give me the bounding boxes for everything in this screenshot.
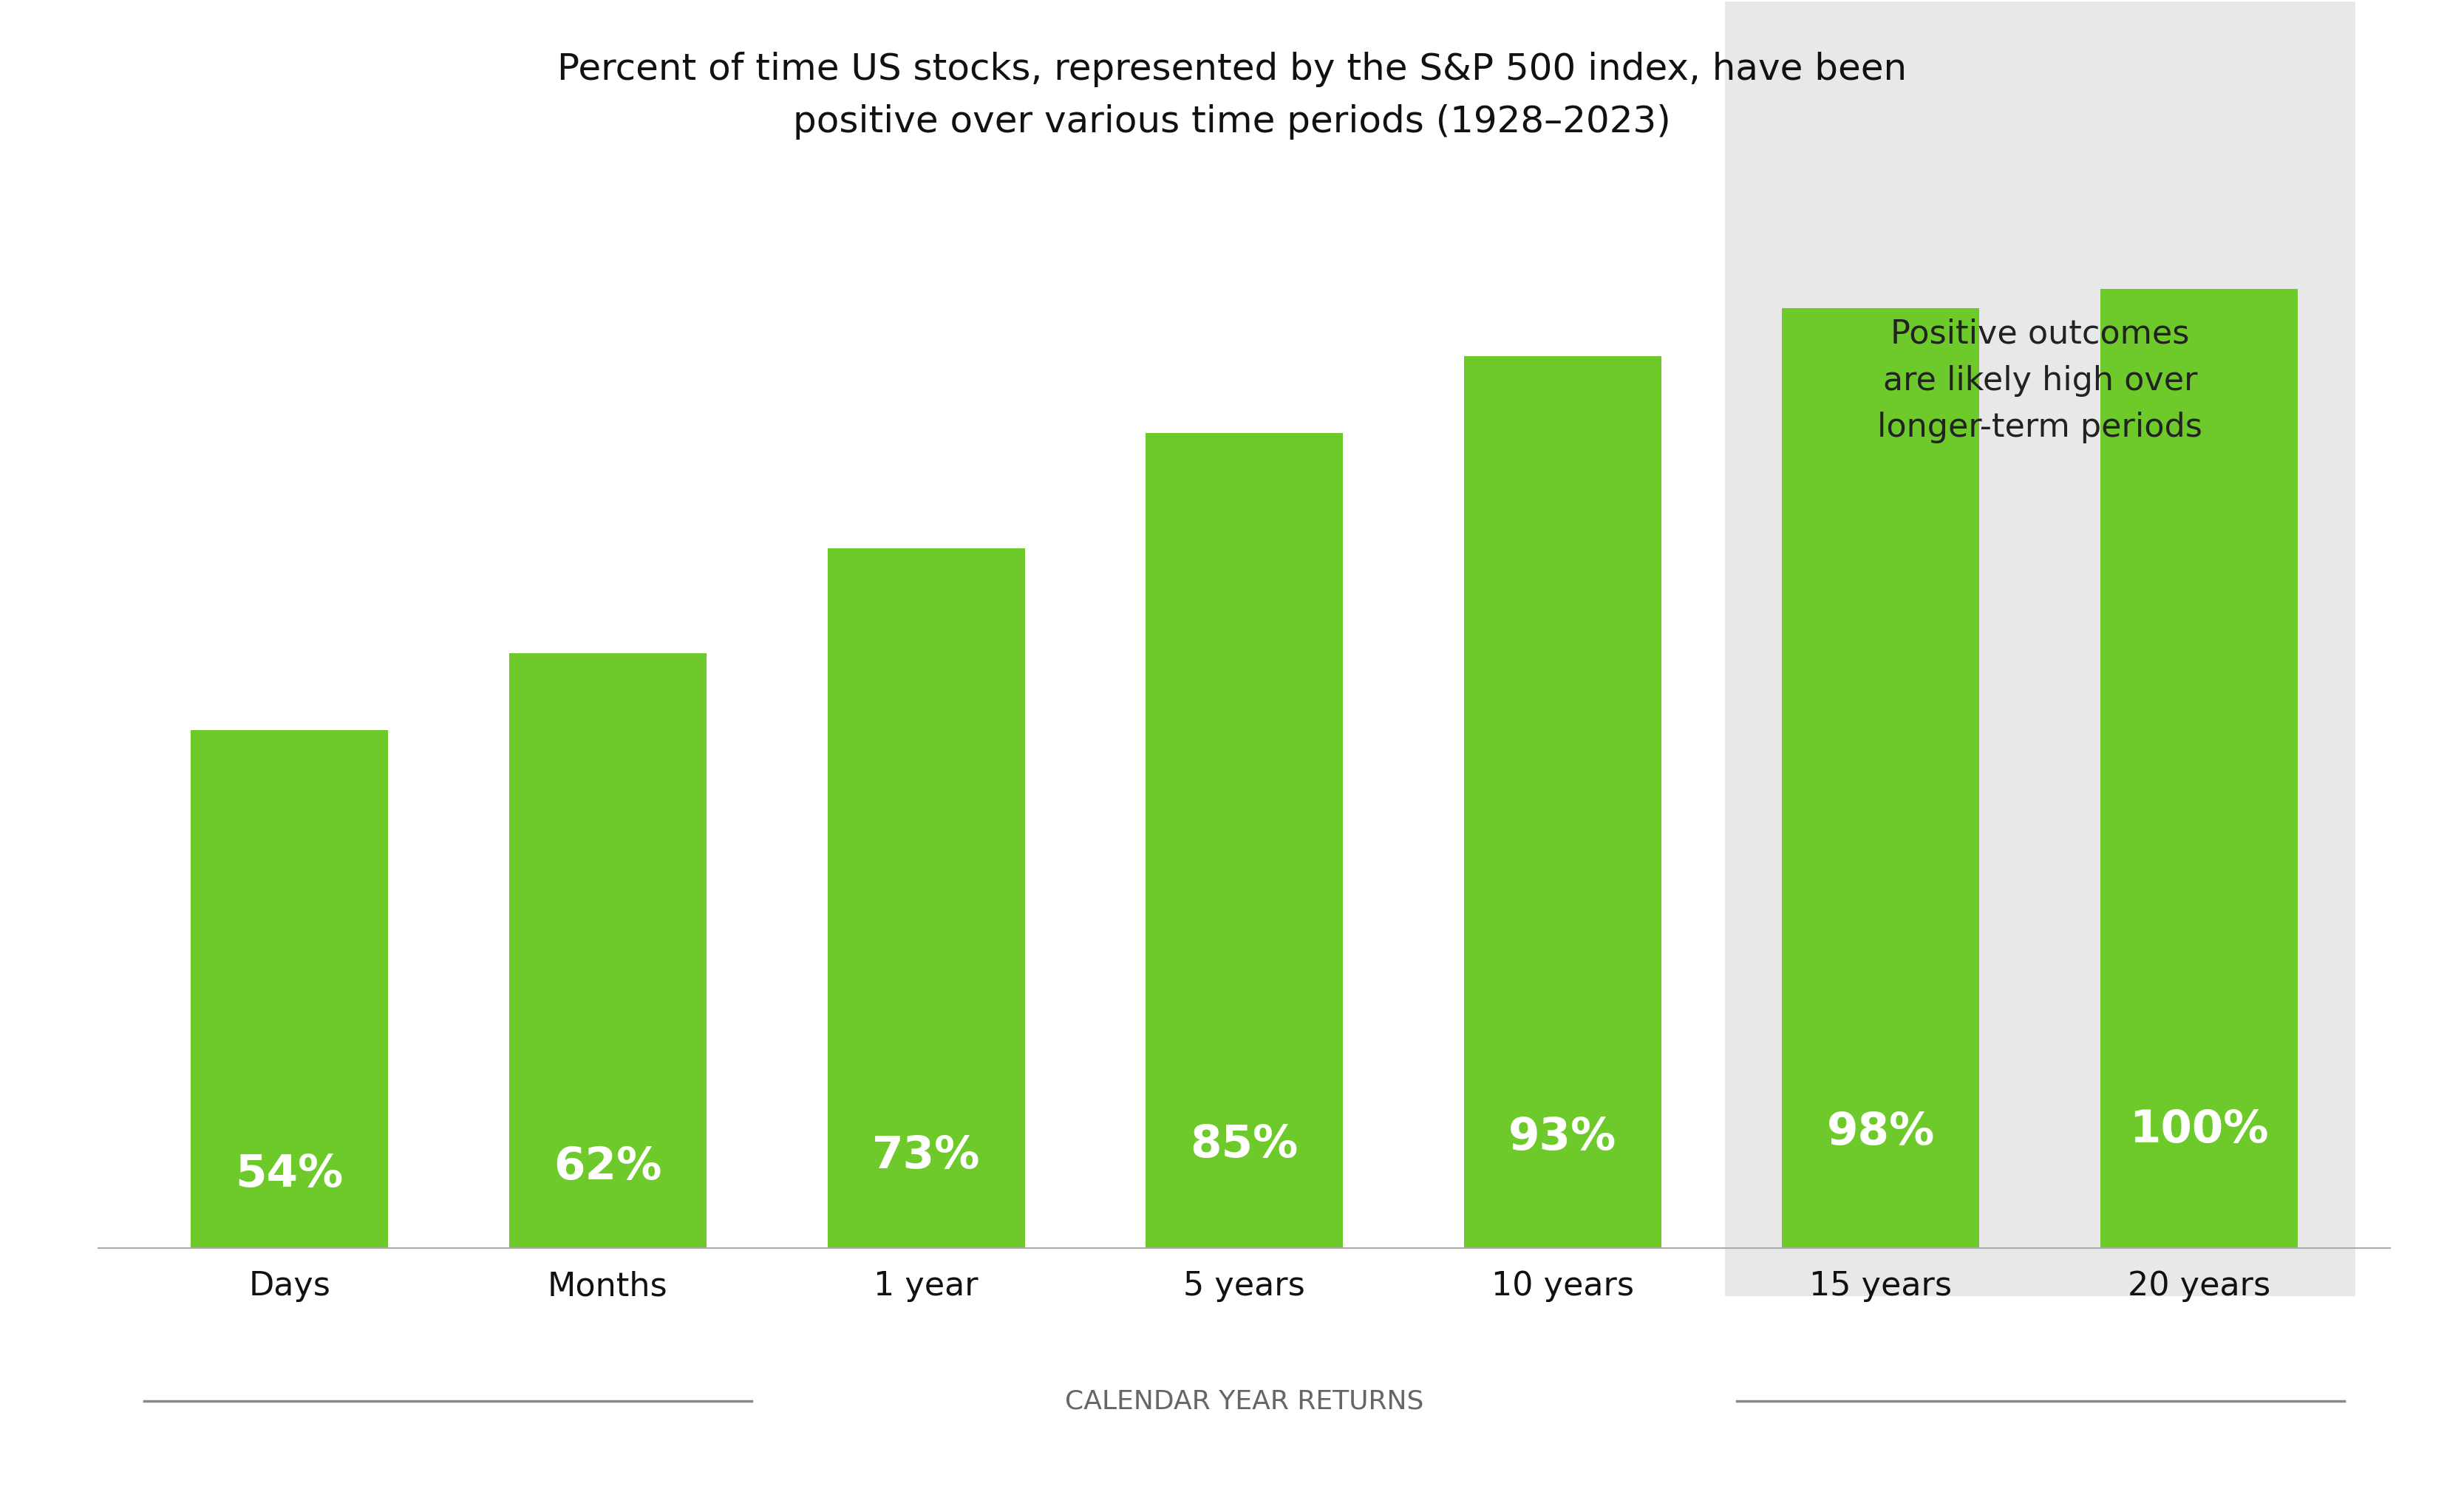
Text: 73%: 73% [872,1135,981,1178]
Bar [510,654,707,1248]
Text: 100%: 100% [2129,1109,2269,1152]
Bar [1146,432,1343,1248]
Text: 85%: 85% [1190,1123,1299,1167]
Bar [1464,357,1661,1248]
Bar [2099,290,2299,1248]
Text: 98%: 98% [1826,1110,1934,1155]
Text: CALENDAR YEAR RETURNS: CALENDAR YEAR RETURNS [1064,1388,1424,1413]
Bar [1725,1,2356,1296]
Bar [828,548,1025,1248]
Bar [190,730,389,1248]
Text: 93%: 93% [1508,1116,1616,1159]
Text: Positive outcomes
are likely high over
longer-term periods: Positive outcomes are likely high over l… [1878,318,2203,443]
Text: 54%: 54% [237,1153,342,1196]
Bar [1781,308,1979,1248]
Text: Percent of time US stocks, represented by the S&P 500 index, have been
positive : Percent of time US stocks, represented b… [557,52,1907,140]
Text: 62%: 62% [554,1146,663,1189]
